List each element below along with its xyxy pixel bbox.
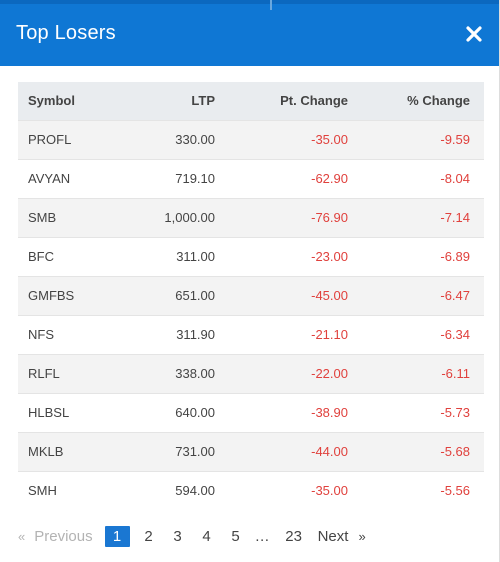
symbol-cell: MKLB <box>18 431 138 471</box>
symbol-cell: SMH <box>18 470 138 510</box>
symbol-cell: HLBSL <box>18 392 138 432</box>
pt-change-cell: -22.00 <box>215 353 348 393</box>
pct-change-cell: -6.89 <box>348 236 484 276</box>
table-row[interactable]: GMFBS 651.00 -45.00 -6.47 <box>18 275 484 315</box>
symbol-cell: AVYAN <box>18 158 138 198</box>
symbol-cell: RLFL <box>18 353 138 393</box>
ltp-cell: 731.00 <box>138 431 215 471</box>
column-header-pt-change[interactable]: Pt. Change <box>280 93 348 109</box>
previous-button: Previous <box>34 527 93 545</box>
table-row[interactable]: PROFL 330.00 -35.00 -9.59 <box>18 119 484 159</box>
pt-change-cell: -45.00 <box>215 275 348 315</box>
table-row[interactable]: RLFL 338.00 -22.00 -6.11 <box>18 353 484 393</box>
pt-change-cell: -35.00 <box>215 119 348 159</box>
page-1-button[interactable]: 1 <box>104 525 130 547</box>
pagination: « Previous 1 2 3 4 5 … 23 Next » <box>18 524 366 548</box>
pct-change-cell: -7.14 <box>348 197 484 237</box>
losers-table: Symbol LTP Pt. Change % Change PROFL 330.… <box>18 82 484 510</box>
symbol-cell: BFC <box>18 236 138 276</box>
modal-title: Top Losers <box>16 21 116 44</box>
ltp-cell: 1,000.00 <box>138 197 215 237</box>
next-arrow[interactable]: » <box>358 528 366 544</box>
close-icon[interactable] <box>463 23 485 45</box>
ltp-cell: 719.10 <box>138 158 215 198</box>
modal-header: Top Losers <box>0 0 499 66</box>
ltp-cell: 651.00 <box>138 275 215 315</box>
pct-change-cell: -9.59 <box>348 119 484 159</box>
pt-change-cell: -35.00 <box>215 470 348 510</box>
table-row[interactable]: AVYAN 719.10 -62.90 -8.04 <box>18 158 484 198</box>
table-header-row: Symbol LTP Pt. Change % Change <box>18 82 484 120</box>
symbol-cell: PROFL <box>18 119 138 159</box>
ltp-cell: 338.00 <box>138 353 215 393</box>
pct-change-cell: -6.11 <box>348 353 484 393</box>
table-row[interactable]: SMH 594.00 -35.00 -5.56 <box>18 470 484 510</box>
pct-change-cell: -6.34 <box>348 314 484 354</box>
pct-change-cell: -5.56 <box>348 470 484 510</box>
pct-change-cell: -5.73 <box>348 392 484 432</box>
ltp-cell: 594.00 <box>138 470 215 510</box>
column-header-ltp[interactable]: LTP <box>191 93 215 109</box>
pct-change-cell: -8.04 <box>348 158 484 198</box>
table-row[interactable]: SMB 1,000.00 -76.90 -7.14 <box>18 197 484 237</box>
pt-change-cell: -62.90 <box>215 158 348 198</box>
pt-change-cell: -38.90 <box>215 392 348 432</box>
ltp-cell: 311.00 <box>138 236 215 276</box>
symbol-cell: NFS <box>18 314 138 354</box>
losers-table-container: Symbol LTP Pt. Change % Change PROFL 330.… <box>18 82 484 510</box>
page-23-button[interactable]: 23 <box>285 527 302 545</box>
previous-arrow: « <box>18 528 26 544</box>
page-3-button[interactable]: 3 <box>173 527 182 545</box>
header-top-border <box>0 0 499 4</box>
ltp-cell: 330.00 <box>138 119 215 159</box>
pt-change-cell: -21.10 <box>215 314 348 354</box>
page-4-button[interactable]: 4 <box>202 527 211 545</box>
pct-change-cell: -6.47 <box>348 275 484 315</box>
header-divider-mark <box>270 0 272 10</box>
pt-change-cell: -44.00 <box>215 431 348 471</box>
page-5-button[interactable]: 5 <box>231 527 240 545</box>
symbol-cell: GMFBS <box>18 275 138 315</box>
table-row[interactable]: NFS 311.90 -21.10 -6.34 <box>18 314 484 354</box>
pagination-ellipsis: … <box>254 527 270 545</box>
ltp-cell: 311.90 <box>138 314 215 354</box>
symbol-cell: SMB <box>18 197 138 237</box>
pt-change-cell: -23.00 <box>215 236 348 276</box>
page-2-button[interactable]: 2 <box>144 527 153 545</box>
pt-change-cell: -76.90 <box>215 197 348 237</box>
next-button[interactable]: Next <box>317 527 349 545</box>
table-row[interactable]: HLBSL 640.00 -38.90 -5.73 <box>18 392 484 432</box>
table-row[interactable]: MKLB 731.00 -44.00 -5.68 <box>18 431 484 471</box>
column-header-symbol[interactable]: Symbol <box>28 93 75 109</box>
table-row[interactable]: BFC 311.00 -23.00 -6.89 <box>18 236 484 276</box>
column-header-pct-change[interactable]: % Change <box>407 93 470 109</box>
ltp-cell: 640.00 <box>138 392 215 432</box>
pct-change-cell: -5.68 <box>348 431 484 471</box>
